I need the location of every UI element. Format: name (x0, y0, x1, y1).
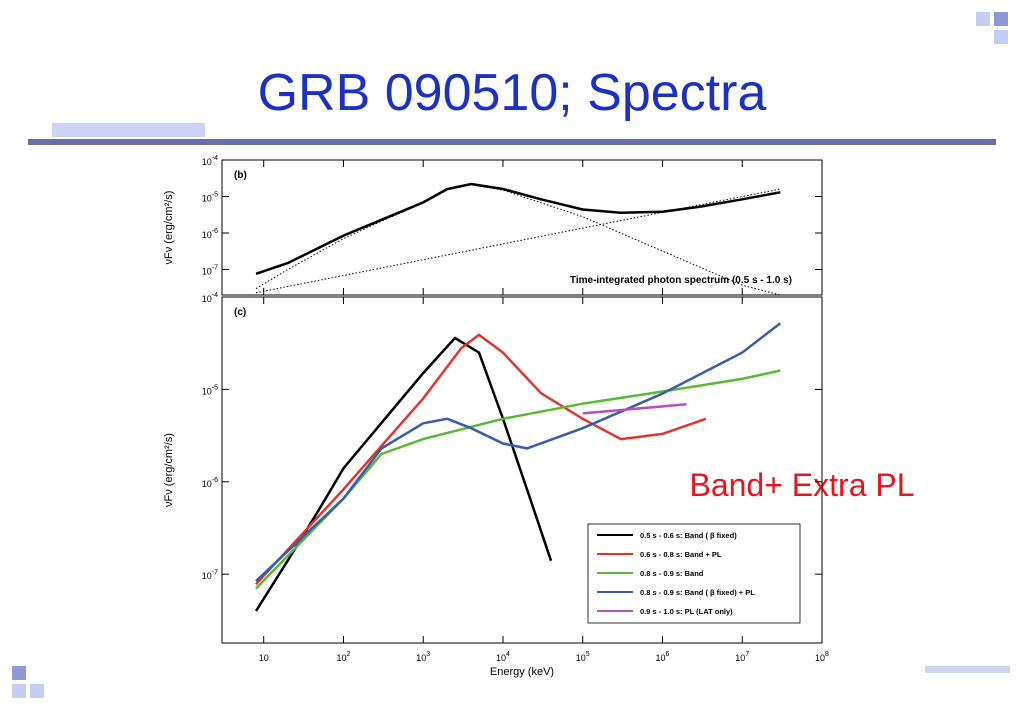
panel-label: (b) (234, 170, 247, 181)
series-line (255, 184, 781, 296)
deco-bar (28, 139, 996, 145)
x-tick-label: 102 (336, 651, 350, 663)
deco-square (12, 684, 26, 698)
x-tick-label: 107 (735, 651, 749, 663)
y-tick-label: 10-4 (202, 155, 218, 167)
deco-square (994, 12, 1008, 26)
slide-title: GRB 090510; Spectra (258, 64, 767, 122)
y-tick-label-sup: -6 (212, 228, 218, 235)
plot-frame (221, 159, 823, 296)
series-line (254, 336, 553, 612)
x-tick-label-sup: 7 (745, 651, 749, 658)
x-tick-label-sup: 2 (347, 651, 351, 658)
panel-annotation: Time-integrated photon spectrum (0.5 s -… (570, 275, 792, 286)
x-tick-label: 104 (496, 651, 510, 663)
legend-label: 0.8 s - 0.9 s: Band ( β fixed) + PL (640, 588, 755, 597)
y-tick-label-sup: -4 (212, 155, 218, 162)
x-tick-label-sup: 8 (825, 651, 829, 658)
deco-square (12, 666, 26, 680)
x-tick-label-sup: 3 (426, 651, 430, 658)
legend-label: 0.8 s - 0.9 s: Band (640, 569, 704, 578)
y-tick-label: 10-5 (202, 191, 218, 203)
y-tick-label: 10-6 (202, 228, 218, 240)
y-tick-label-sup: -7 (212, 264, 218, 271)
y-tick-label-sup: -6 (212, 477, 218, 484)
y-tick-label-sup: -5 (212, 191, 218, 198)
x-tick-label: 10 (259, 653, 269, 663)
y-tick-label-sup: -5 (212, 384, 218, 391)
y-tick-label: 10-4 (202, 292, 218, 304)
x-tick-label: 105 (576, 651, 590, 663)
x-tick-label: 103 (416, 651, 430, 663)
y-tick-label: 10-7 (202, 264, 218, 276)
deco-square (994, 30, 1008, 44)
plot-frame (221, 296, 823, 644)
y-tick-label-sup: -7 (212, 569, 218, 576)
panel-label: (c) (234, 307, 246, 318)
x-tick-label-sup: 5 (586, 651, 590, 658)
x-tick-label: 106 (656, 651, 670, 663)
x-tick-label-sup: 4 (506, 651, 510, 658)
y-tick-label: 10-6 (202, 477, 218, 489)
y-axis-label: νFν (erg/cm²/s) (163, 191, 175, 265)
y-tick-label: 10-7 (202, 569, 218, 581)
series-line (255, 333, 707, 586)
x-tick-label-sup: 6 (666, 651, 670, 658)
y-tick-label-sup: -4 (212, 292, 218, 299)
annotation: Band+ Extra PL (689, 467, 914, 503)
deco-bar (925, 666, 1010, 673)
series-line (255, 182, 781, 275)
legend-label: 0.5 s - 0.6 s: Band ( β fixed) (640, 531, 737, 540)
series-line (582, 403, 687, 415)
y-axis-label: νFν (erg/cm²/s) (163, 433, 175, 507)
x-tick-label: 108 (815, 651, 829, 663)
x-axis-label: Energy (keV) (490, 666, 554, 678)
series-line (255, 188, 781, 294)
deco-bar (52, 123, 205, 137)
deco-square (976, 12, 990, 26)
legend-label: 0.9 s - 1.0 s: PL (LAT only) (640, 607, 733, 616)
deco-square (30, 684, 44, 698)
series-line (255, 322, 782, 583)
y-tick-label: 10-5 (202, 384, 218, 396)
legend-label: 0.6 s - 0.8 s: Band + PL (640, 550, 722, 559)
